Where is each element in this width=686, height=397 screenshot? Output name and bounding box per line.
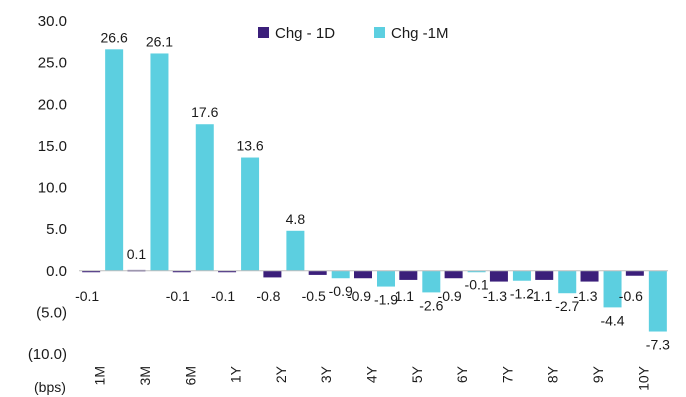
data-label-1d: -0.9 xyxy=(438,288,462,304)
x-tick-label: 7Y xyxy=(499,365,515,383)
data-label-1d: -1.3 xyxy=(573,288,597,304)
bar-1d-4y xyxy=(354,270,372,279)
bar-1m-10y xyxy=(648,270,667,332)
data-label-1m: 4.8 xyxy=(286,211,306,227)
data-label-1d: -0.1 xyxy=(211,288,235,304)
bar-1m-6m xyxy=(195,124,214,271)
x-tick-label: 5Y xyxy=(409,365,425,383)
bar-1d-2y xyxy=(263,270,282,278)
bar-1d-6m xyxy=(172,270,191,273)
x-tick-label: 1M xyxy=(92,366,108,385)
data-label-1m: 13.6 xyxy=(236,138,263,154)
x-tick-label: 10Y xyxy=(635,365,651,391)
legend-label-1m: Chg -1M xyxy=(391,25,449,42)
y-axis-unit-label: (bps) xyxy=(34,379,66,395)
bar-1m-4y xyxy=(377,270,395,287)
data-label-1d: -0.1 xyxy=(75,288,99,304)
x-tick-label: 2Y xyxy=(273,365,289,383)
y-tick-label: 10.0 xyxy=(38,180,67,197)
bar-1m-2y xyxy=(286,230,305,271)
legend-swatch-1d xyxy=(258,27,269,38)
bar-1d-1m xyxy=(82,270,101,273)
x-tick-label: 6M xyxy=(182,366,198,385)
data-label-1d: -0.8 xyxy=(256,288,280,304)
x-tick-label: 1Y xyxy=(228,365,244,383)
x-tick-label: 8Y xyxy=(545,365,561,383)
data-label-1m: -7.3 xyxy=(646,337,670,353)
y-tick-label: (10.0) xyxy=(28,346,67,363)
data-label-1d: -1.3 xyxy=(483,288,507,304)
bar-1d-9y xyxy=(580,270,599,282)
y-tick-label: (5.0) xyxy=(36,304,67,321)
bar-1m-8y xyxy=(558,270,577,294)
data-label-1m: 17.6 xyxy=(191,104,218,120)
bar-1m-1y xyxy=(241,157,260,271)
y-tick-label: 15.0 xyxy=(38,138,67,155)
x-tick-label: 9Y xyxy=(590,365,606,383)
data-label-1d: -1.1 xyxy=(528,288,552,304)
bar-1m-5y xyxy=(422,270,441,293)
data-label-1m: -0.1 xyxy=(465,277,489,293)
y-tick-label: 30.0 xyxy=(38,13,67,30)
bar-1d-8y xyxy=(535,270,554,280)
bar-1d-1y xyxy=(218,270,237,273)
bars xyxy=(82,49,667,332)
x-tick-label: 3Y xyxy=(318,365,334,383)
bar-1d-10y xyxy=(625,270,644,276)
data-label-1m: -1.2 xyxy=(510,286,534,302)
data-label-1m: -2.7 xyxy=(555,298,579,314)
bar-1m-9y xyxy=(603,270,622,308)
x-tick-label: 3M xyxy=(137,366,153,385)
bar-1d-5y xyxy=(399,270,418,280)
data-label-1d: -0.1 xyxy=(166,288,190,304)
x-tick-label: 6Y xyxy=(454,365,470,383)
bar-1d-6y xyxy=(444,270,463,279)
legend: Chg - 1D Chg -1M xyxy=(258,25,449,42)
data-label-1m: -1.9 xyxy=(374,292,398,308)
data-label-1d: -0.5 xyxy=(302,288,326,304)
data-label-1m: -4.4 xyxy=(600,312,624,328)
bar-1d-3y xyxy=(308,270,327,275)
x-axis: 1M 3M 6M 1Y 2Y 3Y 4Y 5Y 6Y 7Y 8Y 9Y 10Y xyxy=(92,365,652,391)
bar-1m-1m xyxy=(105,49,124,271)
data-labels: -0.10.1-0.1 -0.1 -0.8 -0.5 -0.9 1.1 -0.9 -1.3 -1… xyxy=(75,29,670,352)
y-tick-label: 25.0 xyxy=(38,55,67,72)
y-tick-label: 0.0 xyxy=(46,263,67,280)
data-label-1m: -2.6 xyxy=(419,297,443,313)
data-label-1m: 26.1 xyxy=(146,33,173,49)
bar-1m-3y xyxy=(331,270,350,279)
bar-1m-7y xyxy=(512,270,531,281)
data-label-1d: -0.9 xyxy=(347,288,371,304)
data-label-1d: 1.1 xyxy=(395,288,415,304)
data-label-1m: 26.6 xyxy=(101,29,128,45)
data-label-1d: -0.6 xyxy=(619,288,643,304)
x-tick-label: 4Y xyxy=(364,365,380,383)
bar-1d-7y xyxy=(489,270,508,282)
y-tick-label: 20.0 xyxy=(38,96,67,113)
bar-1m-6y xyxy=(467,270,486,273)
y-axis: 30.0 25.0 20.0 15.0 10.0 5.0 0.0 (5.0) (10.0) xyxy=(28,13,67,363)
data-label-1m: -0.9 xyxy=(329,283,353,299)
data-label-1d: 0.1 xyxy=(127,246,147,262)
y-tick-label: 5.0 xyxy=(46,221,67,238)
legend-swatch-1m xyxy=(374,27,385,38)
bar-1m-3m xyxy=(150,53,169,271)
legend-label-1d: Chg - 1D xyxy=(275,25,335,42)
